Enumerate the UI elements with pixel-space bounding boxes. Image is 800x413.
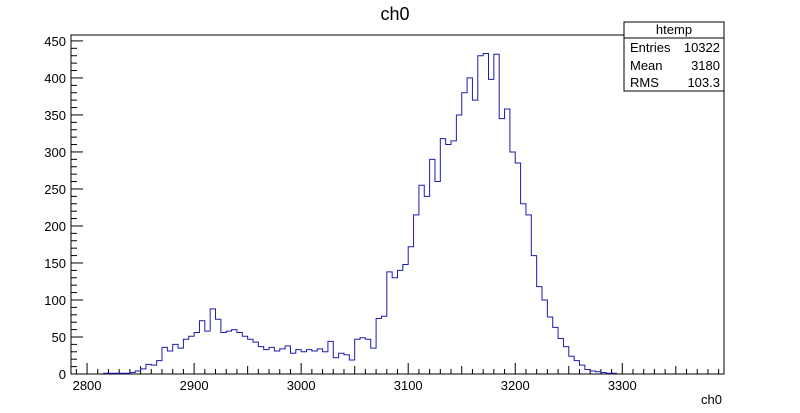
stats-rms-label: RMS	[630, 75, 659, 90]
y-tick-label: 300	[44, 145, 66, 160]
x-tick-label: 3000	[287, 378, 316, 393]
x-tick-label: 3300	[608, 378, 637, 393]
chart-title: ch0	[380, 4, 409, 24]
x-tick-label: 2900	[180, 378, 209, 393]
y-tick-label: 350	[44, 108, 66, 123]
x-axis-label: ch0	[701, 392, 722, 407]
y-tick-label: 250	[44, 182, 66, 197]
y-tick-label: 0	[59, 367, 66, 382]
y-tick-label: 400	[44, 71, 66, 86]
x-tick-label: 2800	[73, 378, 102, 393]
histogram-series	[103, 53, 617, 374]
stats-box-title: htemp	[656, 22, 692, 37]
y-tick-label: 50	[52, 330, 66, 345]
x-tick-label: 3200	[501, 378, 530, 393]
y-axis: 0 50 100 150 200 250 300 350 400 450	[44, 34, 83, 382]
x-axis: 2800 2900 3000 3100 3200 3300	[73, 363, 720, 393]
stats-entries-value: 10322	[684, 40, 720, 55]
x-tick-label: 3100	[394, 378, 423, 393]
stats-box-frame	[623, 21, 725, 92]
stats-box: htemp Entries 10322 Mean 3180 RMS 103.3	[623, 21, 725, 92]
stats-rms-value: 103.3	[687, 75, 720, 90]
stats-mean-label: Mean	[630, 58, 663, 73]
y-tick-label: 100	[44, 293, 66, 308]
y-tick-label: 200	[44, 219, 66, 234]
stats-mean-value: 3180	[691, 58, 720, 73]
y-tick-label: 450	[44, 34, 66, 49]
stats-entries-label: Entries	[630, 40, 671, 55]
y-tick-label: 150	[44, 256, 66, 271]
